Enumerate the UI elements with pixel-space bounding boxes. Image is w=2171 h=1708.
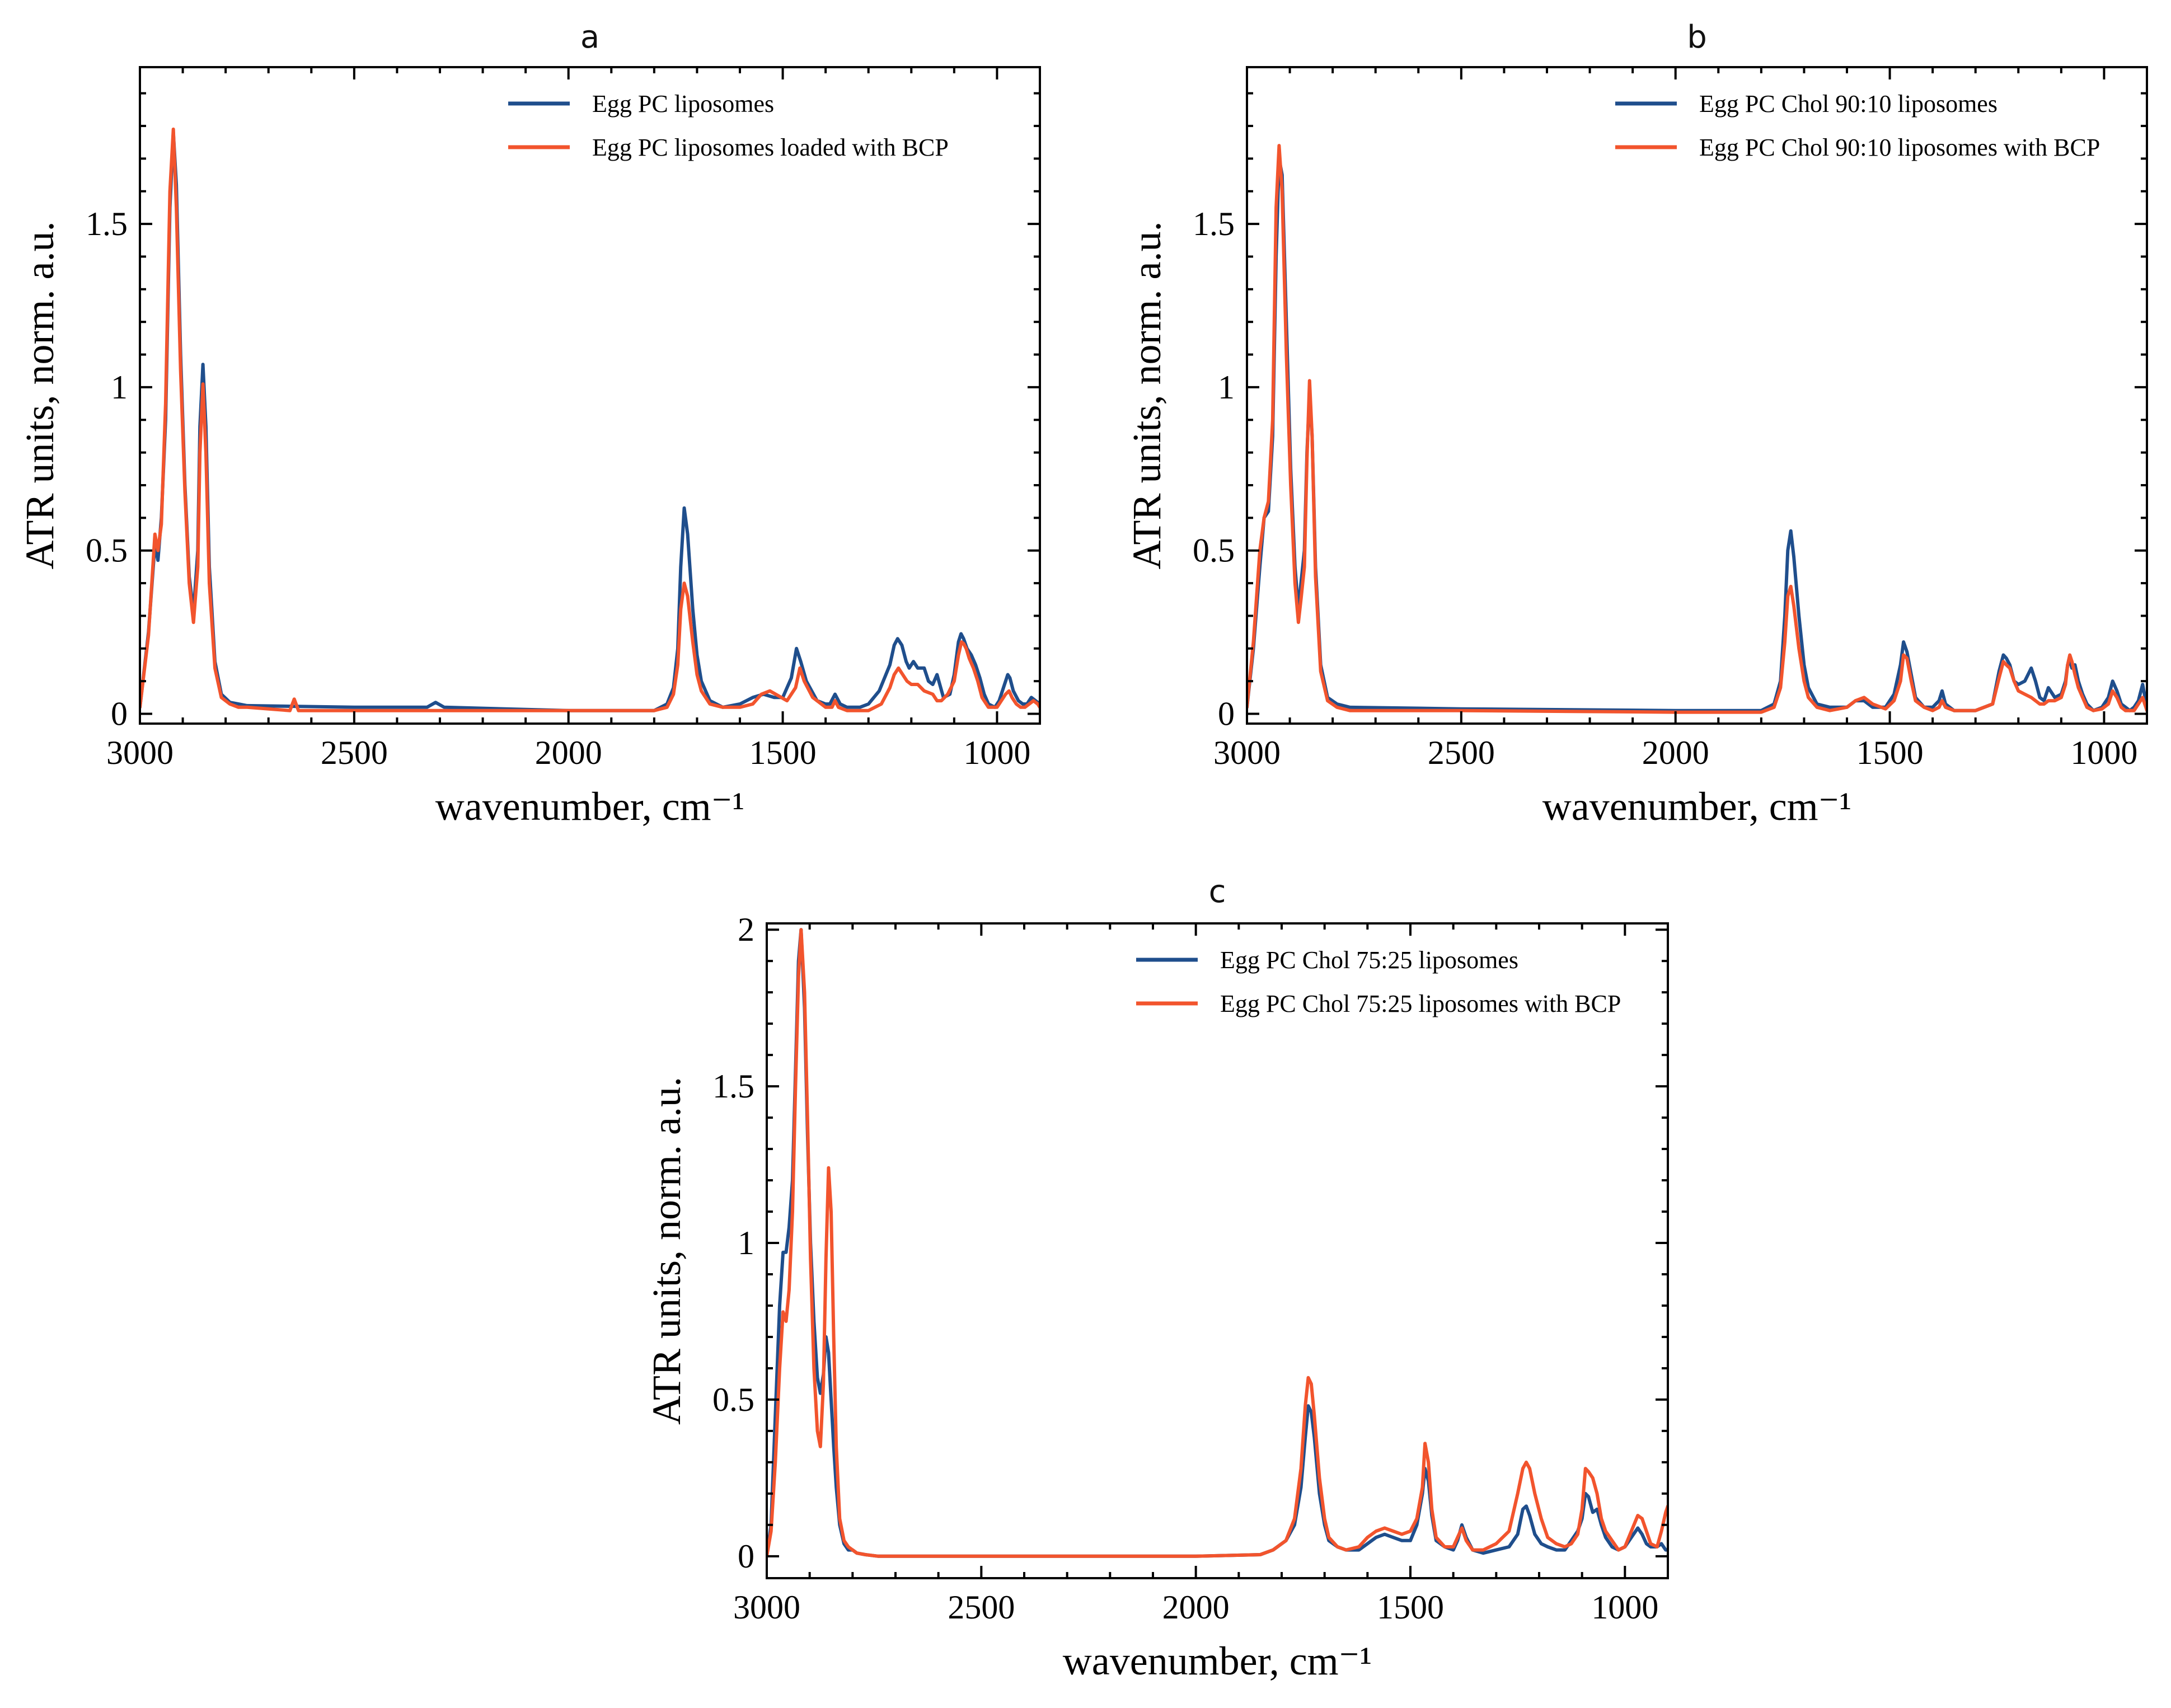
y-axis-label: ATR units, norm. a.u. <box>17 222 62 570</box>
x-tick-label: 1500 <box>749 734 817 771</box>
x-tick-label: 2500 <box>321 734 388 771</box>
plot-frame <box>1246 66 2148 725</box>
x-tick-label: 2000 <box>535 734 602 771</box>
series-line-1 <box>140 130 1040 712</box>
series-line-2 <box>1247 144 2147 714</box>
x-tick-label: 2000 <box>1642 734 1709 771</box>
legend-label-2: Egg PC liposomes loaded with BCP <box>592 134 949 161</box>
x-tick-label: 3000 <box>1213 734 1281 771</box>
legend-label-2: Egg PC Chol 75:25 liposomes with BCP <box>1220 990 1621 1017</box>
panel-b: b 3000 2500 2000 1500 1000 0 0.5 1 1.5 wavenumber,… <box>1124 19 2148 829</box>
panel-c: c 3000 2500 2000 1500 1000 0 0.5 1 1.5 2 wavenumber… <box>644 874 1669 1683</box>
y-tick-label: 0.5 <box>86 532 128 569</box>
y-tick-label: 1 <box>1218 369 1235 406</box>
series-line-1 <box>1247 157 2147 712</box>
x-tick-label: 3000 <box>106 734 174 771</box>
y-axis-label: ATR units, norm. a.u. <box>644 1077 689 1425</box>
x-tick-label: 3000 <box>733 1589 800 1626</box>
y-tick-label: 2 <box>738 911 754 948</box>
legend-label-1: Egg PC liposomes <box>592 90 774 118</box>
plot-frame <box>139 66 1041 725</box>
plot-frame <box>766 922 1669 1579</box>
x-tick-label: 1500 <box>1377 1589 1444 1626</box>
x-tick-label: 1000 <box>1591 1589 1658 1626</box>
x-tick-label: 1000 <box>963 734 1030 771</box>
y-tick-label: 0.5 <box>712 1381 754 1418</box>
series-line-2 <box>140 127 1040 712</box>
y-tick-label: 1.5 <box>86 205 128 242</box>
y-axis-label: ATR units, norm. a.u. <box>1124 222 1169 570</box>
y-tick-label: 1 <box>738 1224 754 1261</box>
y-tick-label: 1 <box>111 369 128 406</box>
legend-label-2: Egg PC Chol 90:10 liposomes with BCP <box>1699 134 2100 161</box>
y-tick-label: 0 <box>738 1538 754 1575</box>
y-tick-label: 0 <box>111 695 128 732</box>
series-line-1 <box>767 928 1668 1558</box>
panel-title: c <box>1209 874 1226 910</box>
x-tick-label: 2500 <box>1428 734 1495 771</box>
y-tick-label: 0.5 <box>1193 532 1235 569</box>
panel-title: b <box>1687 19 1707 55</box>
legend-label-1: Egg PC Chol 75:25 liposomes <box>1220 946 1518 974</box>
y-tick-label: 0 <box>1218 695 1235 732</box>
x-tick-label: 1000 <box>2070 734 2137 771</box>
x-tick-label: 2500 <box>948 1589 1015 1626</box>
x-tick-label: 2000 <box>1162 1589 1230 1626</box>
y-tick-label: 1.5 <box>712 1068 754 1105</box>
x-axis-label: wavenumber, cm⁻¹ <box>1542 784 1852 829</box>
x-axis-label: wavenumber, cm⁻¹ <box>435 784 745 829</box>
panel-a: a 3000 2500 2000 1500 1000 0 0.5 1 1.5 wavenumber,… <box>17 19 1041 829</box>
x-tick-label: 1500 <box>1856 734 1924 771</box>
x-axis-label: wavenumber, cm⁻¹ <box>1063 1639 1372 1683</box>
legend-label-1: Egg PC Chol 90:10 liposomes <box>1699 90 1997 118</box>
y-tick-label: 1.5 <box>1193 205 1235 242</box>
series-line-2 <box>767 928 1668 1558</box>
panel-title: a <box>580 19 599 55</box>
